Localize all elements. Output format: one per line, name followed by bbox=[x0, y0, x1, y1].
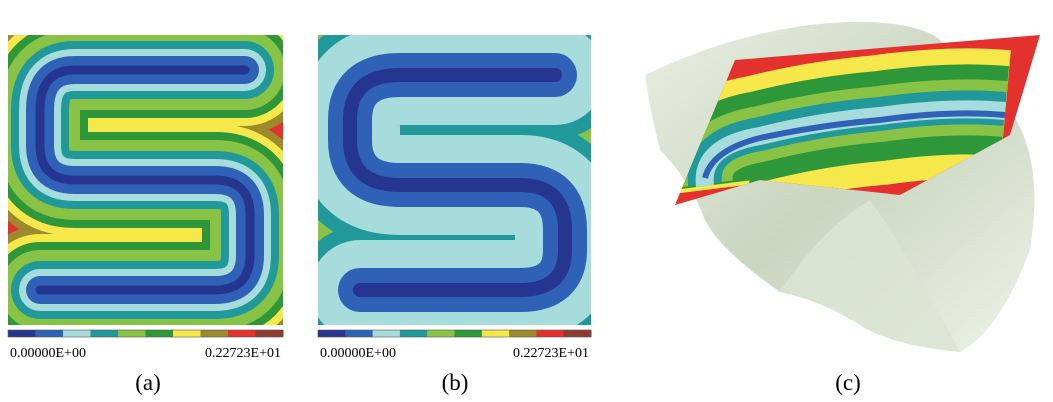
colorbar-segment bbox=[36, 330, 64, 337]
colorbar-min-label: 0.00000E+00 bbox=[320, 346, 396, 361]
colorbar-min-label: 0.00000E+00 bbox=[10, 346, 86, 361]
colorbar-segment bbox=[564, 330, 592, 337]
labels: 0.00000E+00 0.22723E+01 (a) 0.00000E+00 0.22… bbox=[8, 330, 861, 395]
colorbar-segment bbox=[63, 330, 91, 337]
surface-plot-c bbox=[645, 20, 1053, 352]
colorbar-segment bbox=[8, 330, 36, 337]
colorbar-segment bbox=[455, 330, 483, 337]
panel-caption: (c) bbox=[835, 370, 861, 395]
colorbar-segment bbox=[173, 330, 201, 337]
colorbar-segment bbox=[427, 330, 455, 337]
page: {"panels": [ {"caption": "(a)", "colorba… bbox=[0, 0, 1053, 402]
colorbar-segment bbox=[482, 330, 510, 337]
colorbar-segment bbox=[228, 330, 256, 337]
colorbar-segment bbox=[146, 330, 174, 337]
colorbar-max-label: 0.22723E+01 bbox=[205, 346, 281, 361]
colorbar-segment bbox=[91, 330, 119, 337]
colorbar-segment bbox=[345, 330, 373, 337]
colorbar-segment bbox=[509, 330, 537, 337]
colorbar-segment bbox=[201, 330, 229, 337]
colorbar-segment bbox=[536, 330, 564, 337]
figure: 0.00000E+00 0.22723E+01 (a) 0.00000E+00 0.22… bbox=[0, 0, 1053, 402]
colorbar-segment bbox=[373, 330, 401, 337]
contour-plot-b bbox=[318, 35, 591, 325]
panel-caption: (a) bbox=[135, 370, 161, 395]
colorbar-segment bbox=[118, 330, 146, 337]
colorbar-segment bbox=[318, 330, 346, 337]
colorbar-segment bbox=[256, 330, 284, 337]
contour-plot-a bbox=[8, 35, 283, 325]
colorbar-segment bbox=[400, 330, 428, 337]
panel-caption: (b) bbox=[442, 370, 469, 395]
colorbar-max-label: 0.22723E+01 bbox=[513, 346, 589, 361]
